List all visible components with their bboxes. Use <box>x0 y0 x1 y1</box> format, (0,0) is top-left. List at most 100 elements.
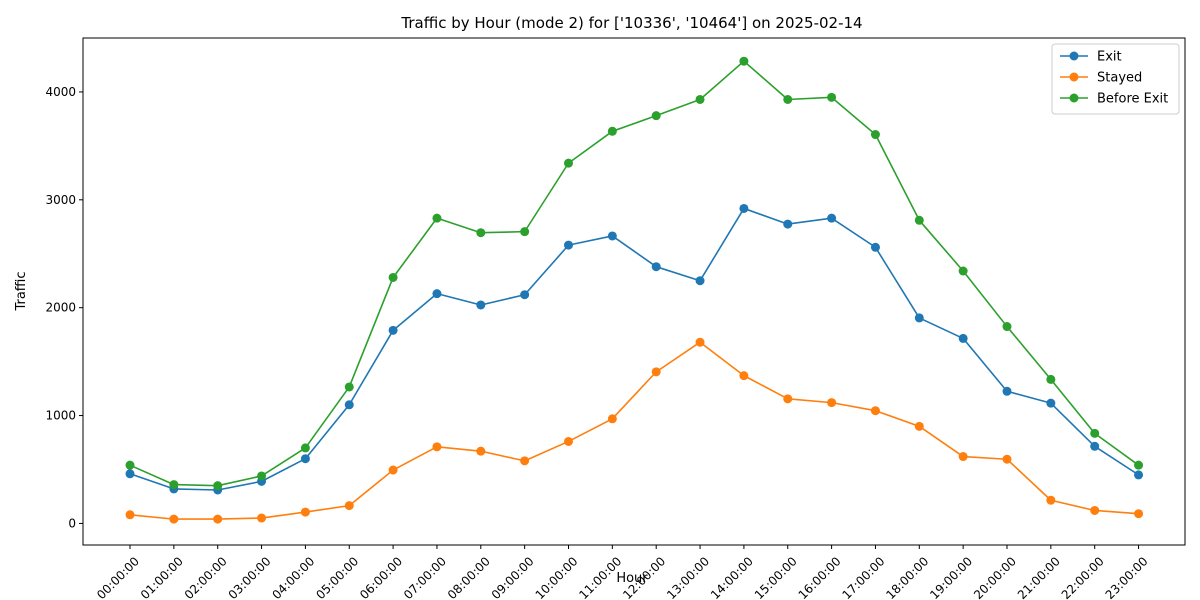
legend-item: Stayed <box>1060 71 1142 86</box>
y-tick-label: 3000 <box>45 193 76 207</box>
data-point <box>827 213 837 223</box>
data-point <box>432 213 442 223</box>
data-point <box>1134 509 1144 519</box>
data-point <box>125 510 135 520</box>
legend-marker <box>1069 93 1079 103</box>
data-point <box>783 94 793 104</box>
data-point <box>520 290 530 300</box>
data-point <box>1046 374 1056 384</box>
data-point <box>1090 505 1100 515</box>
data-point <box>914 421 924 431</box>
series-group <box>125 56 1144 524</box>
data-point <box>476 446 486 456</box>
y-axis: 0 1000 2000 3000 4000 <box>45 85 83 530</box>
legend-item: Before Exit <box>1060 92 1168 107</box>
data-point <box>388 272 398 282</box>
legend-label: Before Exit <box>1097 92 1168 107</box>
legend-box <box>1051 43 1180 115</box>
data-point <box>344 400 354 410</box>
data-point <box>169 514 179 524</box>
data-point <box>695 276 705 286</box>
data-point <box>739 203 749 213</box>
series-stayed <box>125 337 1144 524</box>
data-point <box>651 262 661 272</box>
data-point <box>914 215 924 225</box>
y-tick-label: 4000 <box>45 85 76 99</box>
data-point <box>1046 495 1056 505</box>
data-point <box>607 231 617 241</box>
data-point <box>870 242 880 252</box>
data-point <box>1090 441 1100 451</box>
data-point <box>1002 454 1012 464</box>
data-point <box>1002 322 1012 332</box>
data-point <box>213 514 223 524</box>
data-point <box>564 158 573 168</box>
data-point <box>607 126 617 136</box>
series-before-exit <box>125 56 1144 491</box>
data-point <box>300 443 310 453</box>
data-point <box>783 394 793 404</box>
plot-area <box>82 37 1186 546</box>
data-point <box>432 289 442 299</box>
data-point <box>958 452 968 462</box>
data-point <box>476 228 486 238</box>
data-point <box>388 465 398 475</box>
y-tick-label: 2000 <box>45 301 76 315</box>
data-point <box>125 460 135 470</box>
data-point <box>432 442 442 452</box>
y-axis-label: Traffic <box>14 271 29 311</box>
legend-label: Exit <box>1097 50 1122 65</box>
y-tick-label: 0 <box>68 516 76 530</box>
data-point <box>300 454 310 464</box>
data-point <box>651 111 661 121</box>
data-point <box>870 406 880 416</box>
x-axis-label: Hour <box>616 571 648 586</box>
legend-label: Stayed <box>1097 71 1142 86</box>
data-point <box>607 414 617 424</box>
legend: Exit Stayed Before Exit <box>1051 43 1180 115</box>
data-point <box>958 333 968 343</box>
data-point <box>827 398 837 408</box>
data-point <box>169 480 179 490</box>
data-point <box>870 130 880 140</box>
data-point <box>344 501 354 511</box>
data-point <box>125 469 135 479</box>
data-point <box>257 513 267 523</box>
data-point <box>783 219 793 229</box>
data-point <box>520 227 530 237</box>
data-point <box>344 382 354 392</box>
data-point <box>914 313 924 323</box>
legend-marker <box>1069 51 1079 61</box>
legend-marker <box>1069 72 1079 82</box>
data-point <box>739 371 749 381</box>
data-point <box>651 367 661 377</box>
plot-frame <box>82 37 1186 546</box>
data-point <box>520 456 530 466</box>
y-tick-label: 1000 <box>45 409 76 423</box>
data-point <box>1002 386 1012 396</box>
data-point <box>827 92 837 102</box>
data-point <box>1046 398 1056 408</box>
data-point <box>388 325 398 335</box>
data-point <box>739 56 749 66</box>
data-point <box>695 337 705 347</box>
data-point <box>213 481 223 491</box>
data-point <box>695 94 705 104</box>
data-point <box>1090 428 1100 438</box>
series-line <box>129 341 1139 520</box>
data-point <box>257 471 267 481</box>
data-point <box>564 436 573 446</box>
data-point <box>958 266 968 276</box>
data-point <box>564 240 573 250</box>
series-line <box>129 207 1139 491</box>
series-line <box>129 60 1140 487</box>
data-point <box>476 300 486 310</box>
data-point <box>1134 460 1144 470</box>
legend-item: Exit <box>1060 50 1122 65</box>
data-point <box>1134 470 1144 480</box>
chart-title: Traffic by Hour (mode 2) for ['10336', '… <box>400 14 862 32</box>
data-point <box>300 507 310 517</box>
series-exit <box>125 203 1144 495</box>
